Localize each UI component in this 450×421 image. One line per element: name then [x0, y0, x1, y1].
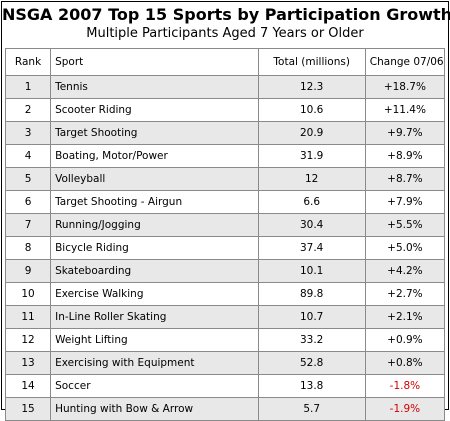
page-title: NSGA 2007 Top 15 Sports by Participation… — [2, 5, 450, 24]
change-cell: +18.7% — [364, 75, 446, 99]
rank-cell: 1 — [4, 75, 52, 99]
change-cell: +2.7% — [364, 282, 446, 306]
total-cell: 30.4 — [257, 213, 366, 237]
table-row: 2 Scooter Riding 10.6 +11.4% — [4, 98, 446, 122]
rank-cell: 14 — [4, 374, 52, 398]
table-row: 13 Exercising with Equipment 52.8 +0.8% — [4, 351, 446, 375]
sport-cell: Exercise Walking — [50, 282, 259, 306]
total-cell: 10.7 — [257, 305, 366, 329]
total-cell: 31.9 — [257, 144, 366, 168]
change-cell: +4.2% — [364, 259, 446, 283]
table-row: 3 Target Shooting 20.9 +9.7% — [4, 121, 446, 145]
rank-cell: 11 — [4, 305, 52, 329]
total-cell: 13.8 — [257, 374, 366, 398]
table-row: 15 Hunting with Bow & Arrow 5.7 -1.9% — [4, 397, 446, 421]
table-row: 7 Running/Jogging 30.4 +5.5% — [4, 213, 446, 237]
total-cell: 6.6 — [257, 190, 366, 214]
change-cell: +0.9% — [364, 328, 446, 352]
total-cell: 12 — [257, 167, 366, 191]
sport-cell: Skateboarding — [50, 259, 259, 283]
sport-cell: Target Shooting — [50, 121, 259, 145]
sport-cell: Tennis — [50, 75, 259, 99]
rank-cell: 5 — [4, 167, 52, 191]
column-header-sport: Sport — [50, 48, 259, 76]
change-cell: -1.8% — [364, 374, 446, 398]
table-row: 9 Skateboarding 10.1 +4.2% — [4, 259, 446, 283]
table-row: 1 Tennis 12.3 +18.7% — [4, 75, 446, 99]
total-cell: 89.8 — [257, 282, 366, 306]
rank-cell: 4 — [4, 144, 52, 168]
table-row: 5 Volleyball 12 +8.7% — [4, 167, 446, 191]
table-body: 1 Tennis 12.3 +18.7% 2 Scooter Riding 10.6 +11.… — [4, 75, 446, 421]
sport-cell: Target Shooting - Airgun — [50, 190, 259, 214]
change-cell: +7.9% — [364, 190, 446, 214]
column-header-rank: Rank — [4, 48, 52, 76]
change-cell: -1.9% — [364, 397, 446, 421]
sport-cell: Exercising with Equipment — [50, 351, 259, 375]
total-cell: 52.8 — [257, 351, 366, 375]
table-row: 12 Weight Lifting 33.2 +0.9% — [4, 328, 446, 352]
rank-cell: 2 — [4, 98, 52, 122]
total-cell: 37.4 — [257, 236, 366, 260]
total-cell: 10.6 — [257, 98, 366, 122]
total-cell: 20.9 — [257, 121, 366, 145]
page-subtitle: Multiple Participants Aged 7 Years or Ol… — [86, 26, 364, 41]
rank-cell: 10 — [4, 282, 52, 306]
sport-cell: Volleyball — [50, 167, 259, 191]
change-cell: +8.7% — [364, 167, 446, 191]
change-cell: +8.9% — [364, 144, 446, 168]
change-cell: +5.0% — [364, 236, 446, 260]
rank-cell: 9 — [4, 259, 52, 283]
change-cell: +0.8% — [364, 351, 446, 375]
total-cell: 12.3 — [257, 75, 366, 99]
sport-cell: Scooter Riding — [50, 98, 259, 122]
table-row: 4 Boating, Motor/Power 31.9 +8.9% — [4, 144, 446, 168]
rank-cell: 8 — [4, 236, 52, 260]
sport-cell: Bicycle Riding — [50, 236, 259, 260]
sport-cell: In-Line Roller Skating — [50, 305, 259, 329]
rank-cell: 12 — [4, 328, 52, 352]
column-header-change: Change 07/06 — [364, 48, 446, 76]
table-row: 11 In-Line Roller Skating 10.7 +2.1% — [4, 305, 446, 329]
total-cell: 5.7 — [257, 397, 366, 421]
rank-cell: 15 — [4, 397, 52, 421]
rank-cell: 13 — [4, 351, 52, 375]
table-row: 14 Soccer 13.8 -1.8% — [4, 374, 446, 398]
change-cell: +2.1% — [364, 305, 446, 329]
column-header-total: Total (millions) — [257, 48, 366, 76]
change-cell: +5.5% — [364, 213, 446, 237]
participation-table: Rank Sport Total (millions) Change 07/06… — [4, 48, 446, 421]
change-cell: +9.7% — [364, 121, 446, 145]
rank-cell: 3 — [4, 121, 52, 145]
table-header-row: Rank Sport Total (millions) Change 07/06 — [4, 48, 446, 76]
total-cell: 10.1 — [257, 259, 366, 283]
total-cell: 33.2 — [257, 328, 366, 352]
change-cell: +11.4% — [364, 98, 446, 122]
table-row: 8 Bicycle Riding 37.4 +5.0% — [4, 236, 446, 260]
table-row: 10 Exercise Walking 89.8 +2.7% — [4, 282, 446, 306]
table-row: 6 Target Shooting - Airgun 6.6 +7.9% — [4, 190, 446, 214]
sport-cell: Running/Jogging — [50, 213, 259, 237]
sport-cell: Hunting with Bow & Arrow — [50, 397, 259, 421]
sport-cell: Weight Lifting — [50, 328, 259, 352]
rank-cell: 7 — [4, 213, 52, 237]
sport-cell: Boating, Motor/Power — [50, 144, 259, 168]
sport-cell: Soccer — [50, 374, 259, 398]
rank-cell: 6 — [4, 190, 52, 214]
